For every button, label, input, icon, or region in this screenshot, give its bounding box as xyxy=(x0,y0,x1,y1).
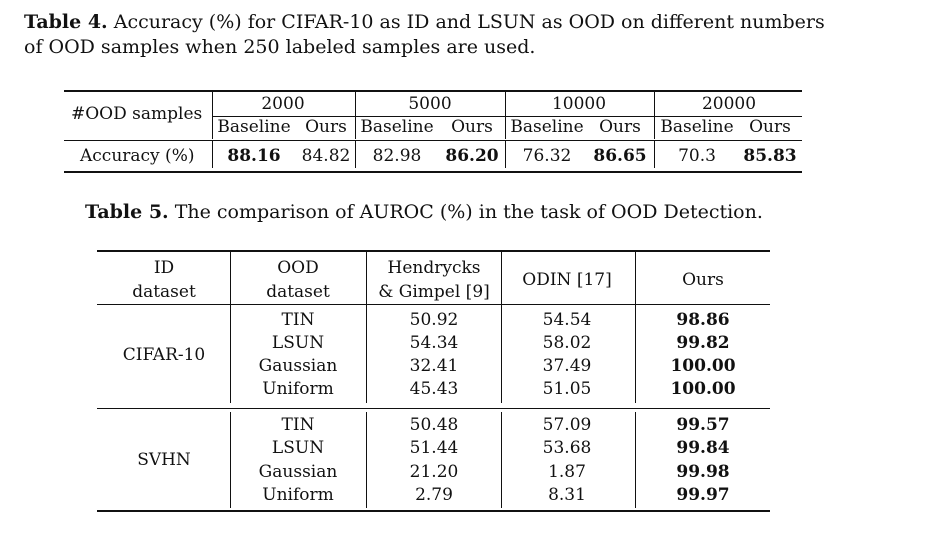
table4-sub-baseline-3: Baseline xyxy=(660,117,734,137)
table5-b2-r3-hg: 21.20 xyxy=(409,462,459,482)
table4-val-10000-ours: 86.65 xyxy=(593,146,647,166)
table5-header-hg-2: & Gimpel [9] xyxy=(378,282,490,302)
table5-b1-r4-odin: 51.05 xyxy=(542,379,592,399)
table4-group-5000: 5000 xyxy=(408,94,452,114)
table4-vline-3 xyxy=(654,92,655,139)
table5-b1-vline-2 xyxy=(501,305,502,403)
table5-b2-vline-0 xyxy=(230,412,231,508)
table4-val-5000-baseline: 82.98 xyxy=(372,146,422,166)
table5-b2-vline-1 xyxy=(366,412,367,508)
table4-sub-baseline-2: Baseline xyxy=(510,117,584,137)
table5-b2-r3-odin: 1.87 xyxy=(548,462,586,482)
table5-b2-r4-ours: 99.97 xyxy=(676,485,730,505)
table5-b1-r4-ours: 100.00 xyxy=(670,379,736,399)
table4-vline-0 xyxy=(212,92,213,139)
table4-sub-baseline-0: Baseline xyxy=(217,117,291,137)
table5-b1-r1-ood: TIN xyxy=(281,310,315,330)
table5-b2-r4-hg: 2.79 xyxy=(415,485,453,505)
table5-header-rule xyxy=(97,304,770,305)
table4-sub-ours-3: Ours xyxy=(749,117,791,137)
table5-hvline-3 xyxy=(635,252,636,304)
table4-caption-line2: of OOD samples when 250 labeled samples … xyxy=(24,36,536,58)
table4-bottom-rule xyxy=(64,171,802,173)
table5-b1-r1-ours: 98.86 xyxy=(676,310,730,330)
table5-b2-r2-odin: 53.68 xyxy=(542,438,592,458)
table5-b2-r1-ood: TIN xyxy=(281,415,315,435)
table4-top-rule xyxy=(64,90,802,92)
table5-b2-r1-hg: 50.48 xyxy=(409,415,459,435)
table5-bottom-rule xyxy=(97,510,770,512)
table5-header-hg-1: Hendrycks xyxy=(387,258,481,278)
table5-hvline-2 xyxy=(501,252,502,304)
table4-row-header: #OOD samples xyxy=(71,104,203,124)
table5-block-rule xyxy=(97,408,770,409)
table4-val-20000-baseline: 70.3 xyxy=(678,146,716,166)
table5-header-ood-2: dataset xyxy=(266,282,330,302)
table5-b2-vline-3 xyxy=(635,412,636,508)
table4-val-20000-ours: 85.83 xyxy=(743,146,797,166)
table4-mid-rule xyxy=(64,140,802,141)
table5-b1-r3-odin: 37.49 xyxy=(542,356,592,376)
table4-caption: Table 4. Accuracy (%) for CIFAR-10 as ID… xyxy=(24,10,904,34)
table5-header-ood-1: OOD xyxy=(277,258,319,278)
table5-b1-r2-ours: 99.82 xyxy=(676,333,730,353)
table5-caption-text: The comparison of AUROC (%) in the task … xyxy=(168,201,763,223)
table5-top-rule xyxy=(97,250,770,252)
table5-header-ours: Ours xyxy=(682,270,724,290)
table4-sub-baseline-1: Baseline xyxy=(360,117,434,137)
table4-val-2000-ours: 84.82 xyxy=(301,146,351,166)
table5-b2-r3-ours: 99.98 xyxy=(676,462,730,482)
table5-header-id-1: ID xyxy=(153,258,175,278)
table4-caption-text: Accuracy (%) for CIFAR-10 as ID and LSUN… xyxy=(107,11,825,33)
table5-b1-r2-ood: LSUN xyxy=(271,333,325,353)
table5-b1-r4-ood: Uniform xyxy=(262,379,334,399)
table4-group-10000: 10000 xyxy=(551,94,607,114)
table4-sub-ours-0: Ours xyxy=(305,117,347,137)
table5-b1-r3-hg: 32.41 xyxy=(409,356,459,376)
table4-caption-label: Table 4. xyxy=(24,11,108,33)
table5-b2-r2-ours: 99.84 xyxy=(676,438,730,458)
table5-id-svhn: SVHN xyxy=(137,450,191,470)
table4-row-vline-3 xyxy=(654,141,655,168)
table5-b1-r2-hg: 54.34 xyxy=(409,333,459,353)
table4-vline-1 xyxy=(355,92,356,139)
table4-group-20000: 20000 xyxy=(701,94,757,114)
table4-val-5000-ours: 86.20 xyxy=(445,146,499,166)
table5-b1-r3-ood: Gaussian xyxy=(258,356,338,376)
table4-row-label: Accuracy (%) xyxy=(80,146,195,166)
table4-sub-ours-2: Ours xyxy=(599,117,641,137)
table4-group-underline xyxy=(212,116,802,117)
table5-caption: Table 5. The comparison of AUROC (%) in … xyxy=(85,200,763,224)
table5-header-odin: ODIN [17] xyxy=(522,270,612,290)
table5-b2-r1-odin: 57.09 xyxy=(542,415,592,435)
table5-hvline-0 xyxy=(230,252,231,304)
table4-vline-2 xyxy=(505,92,506,139)
table4-row-vline-2 xyxy=(505,141,506,168)
table5-b1-r1-hg: 50.92 xyxy=(409,310,459,330)
table4-row-vline-1 xyxy=(355,141,356,168)
table5-b1-r3-ours: 100.00 xyxy=(670,356,736,376)
table5-b1-r1-odin: 54.54 xyxy=(542,310,592,330)
table5-caption-label: Table 5. xyxy=(85,201,169,223)
table5-header-id-2: dataset xyxy=(132,282,196,302)
table4-val-10000-baseline: 76.32 xyxy=(522,146,572,166)
table5-b2-r1-ours: 99.57 xyxy=(676,415,730,435)
table5-b1-r2-odin: 58.02 xyxy=(542,333,592,353)
table4-val-2000-baseline: 88.16 xyxy=(227,146,281,166)
table5-b2-r4-odin: 8.31 xyxy=(548,485,586,505)
table5-b2-r2-ood: LSUN xyxy=(271,438,325,458)
table5-hvline-1 xyxy=(366,252,367,304)
table5-b1-vline-0 xyxy=(230,305,231,403)
table5-b1-r4-hg: 45.43 xyxy=(409,379,459,399)
table5-b2-r4-ood: Uniform xyxy=(262,485,334,505)
table5-b1-vline-1 xyxy=(366,305,367,403)
table4-sub-ours-1: Ours xyxy=(451,117,493,137)
table5-id-cifar10: CIFAR-10 xyxy=(122,345,206,365)
table5-b2-r3-ood: Gaussian xyxy=(258,462,338,482)
table5-b2-vline-2 xyxy=(501,412,502,508)
table4-row-vline-0 xyxy=(212,141,213,168)
table5-b2-r2-hg: 51.44 xyxy=(409,438,459,458)
table4-group-2000: 2000 xyxy=(261,94,305,114)
table5-b1-vline-3 xyxy=(635,305,636,403)
